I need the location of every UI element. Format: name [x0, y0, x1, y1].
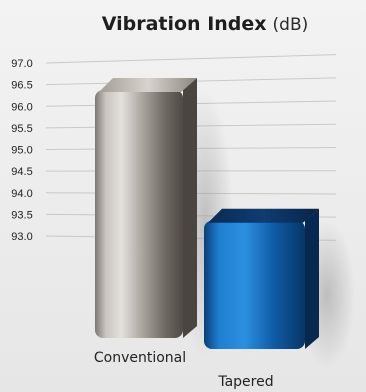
chart-title-text: Vibration Index — [102, 13, 267, 35]
y-tick-label: 97.0 — [11, 58, 32, 70]
y-tick-label: 93.5 — [11, 209, 32, 221]
bar — [95, 90, 183, 338]
y-tick-label: 94.5 — [11, 166, 32, 178]
y-tick-label: 95.5 — [11, 123, 32, 135]
y-tick-label: 96.0 — [11, 101, 32, 113]
y-tick-label: 96.5 — [11, 80, 32, 92]
bar-side — [183, 78, 197, 338]
x-axis: Conventional Tapered — [94, 350, 274, 390]
bar-side — [305, 208, 319, 349]
chart-title: Vibration Index (dB) — [102, 13, 309, 35]
x-category-label: Conventional — [94, 350, 186, 366]
bars — [95, 78, 319, 349]
x-category-label: Tapered — [217, 374, 273, 390]
chart-title-unit: (dB) — [273, 15, 309, 35]
y-tick-label: 95.0 — [11, 145, 32, 157]
bar-top — [208, 208, 319, 223]
bar-top — [99, 78, 197, 92]
y-tick-label: 93.0 — [11, 231, 32, 243]
bar — [204, 220, 305, 349]
y-axis: 97.0 96.5 96.0 95.5 95.0 94.5 94.0 93.5 93.0 — [11, 58, 32, 243]
gridline — [45, 54, 337, 64]
y-tick-label: 94.0 — [11, 188, 32, 200]
